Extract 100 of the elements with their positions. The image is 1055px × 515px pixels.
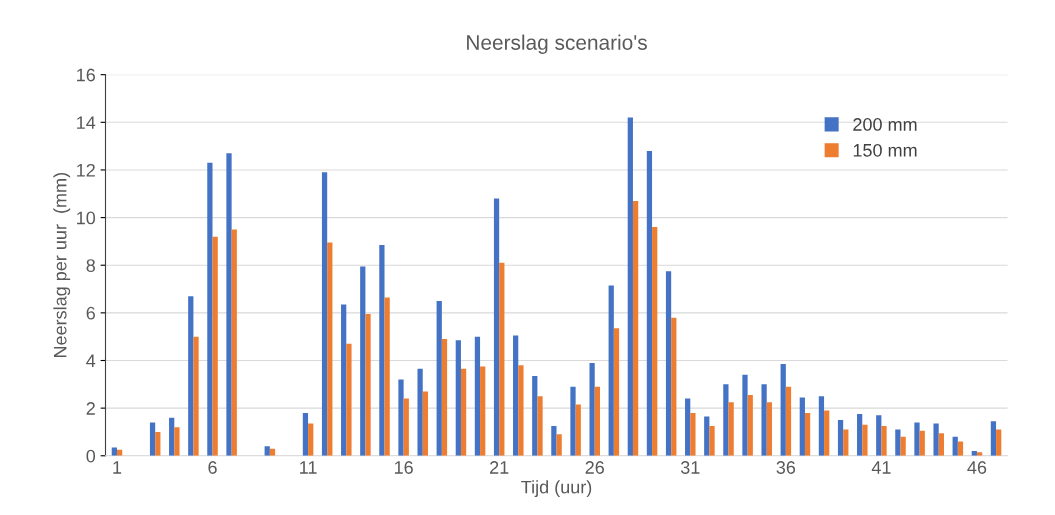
bar [231, 229, 237, 456]
bar [627, 117, 633, 456]
bar [321, 172, 328, 456]
x-tick-label: 16 [394, 461, 413, 474]
bar [417, 368, 423, 456]
bar [460, 368, 467, 456]
bar [723, 384, 729, 456]
y-axis-title: Neerslag per uur (mm) [53, 173, 71, 358]
bar [556, 434, 562, 456]
bar [360, 266, 366, 456]
bar [957, 441, 964, 456]
legend-label: 150 mm [853, 143, 917, 157]
x-tick-label: 1 [113, 461, 122, 474]
x-tick-label: 6 [208, 461, 217, 474]
bar [327, 242, 333, 456]
bar [766, 402, 772, 456]
bar [264, 446, 270, 456]
bar [728, 402, 734, 456]
bar [551, 426, 557, 456]
bar [646, 150, 653, 456]
bar [990, 421, 997, 456]
bar [690, 412, 696, 456]
bar [704, 416, 710, 456]
chart-title: Neerslag scenario's [467, 34, 647, 54]
y-tick-label: 2 [86, 402, 95, 415]
bar [155, 431, 161, 456]
bar [881, 426, 887, 456]
bar [441, 339, 448, 456]
bar [938, 433, 944, 456]
bar [422, 391, 428, 456]
bar [952, 436, 958, 456]
bar [398, 379, 404, 456]
bar [818, 396, 825, 456]
bar [652, 227, 658, 456]
bar [570, 386, 576, 456]
bar [111, 447, 117, 456]
bar [900, 436, 906, 456]
bar [174, 427, 180, 456]
bar [857, 414, 863, 456]
bar [513, 335, 519, 456]
bar [379, 244, 385, 456]
x-tick-label: 31 [680, 461, 700, 474]
x-tick-label: 11 [300, 461, 317, 474]
y-tick-label: 16 [77, 68, 95, 82]
bar [474, 336, 481, 456]
y-tick-label: 0 [86, 449, 96, 463]
bar [365, 314, 371, 456]
y-tick-label: 4 [86, 354, 96, 368]
bar [149, 422, 156, 456]
bar [608, 285, 614, 456]
bar [436, 300, 442, 456]
bar [876, 415, 882, 456]
bar [895, 429, 901, 456]
bar [933, 423, 939, 456]
y-tick-label: 6 [86, 306, 95, 320]
bar [532, 375, 538, 456]
bar [575, 404, 581, 456]
bar [613, 328, 620, 456]
bar [384, 297, 390, 456]
bar [403, 398, 409, 456]
bar [193, 336, 199, 456]
bar [212, 236, 218, 456]
bar [499, 262, 505, 456]
bar [804, 412, 811, 456]
bar [341, 304, 347, 456]
legend-label: 200 mm [853, 118, 917, 131]
bar [308, 423, 314, 456]
bar [537, 396, 543, 456]
bar [747, 395, 753, 456]
bar [632, 200, 639, 456]
y-tick-label: 12 [77, 163, 95, 177]
bar [518, 365, 524, 456]
bar [761, 384, 767, 456]
bar [594, 386, 600, 456]
bar [785, 386, 792, 456]
y-tick-label: 8 [86, 259, 95, 272]
bar [346, 343, 352, 456]
bar [302, 412, 309, 456]
bar [996, 429, 1002, 456]
bar [709, 426, 715, 456]
bar [862, 424, 868, 456]
bar [226, 153, 232, 456]
y-tick-label: 10 [77, 211, 96, 225]
bar [843, 429, 849, 456]
bar [493, 198, 500, 456]
bar [824, 410, 830, 456]
x-axis-title: Tijd (uur) [521, 480, 592, 498]
bar [914, 422, 920, 456]
x-tick-label: 21 [490, 461, 509, 474]
bar [169, 417, 175, 456]
x-tick-label: 36 [776, 461, 796, 474]
bar [589, 362, 595, 456]
bar [671, 317, 677, 456]
bar [665, 271, 672, 456]
x-tick-label: 46 [967, 461, 987, 474]
x-tick-label: 41 [871, 461, 891, 474]
x-tick-label: 26 [585, 461, 604, 474]
bar [799, 397, 805, 456]
bar [455, 340, 461, 456]
bar [207, 162, 213, 456]
